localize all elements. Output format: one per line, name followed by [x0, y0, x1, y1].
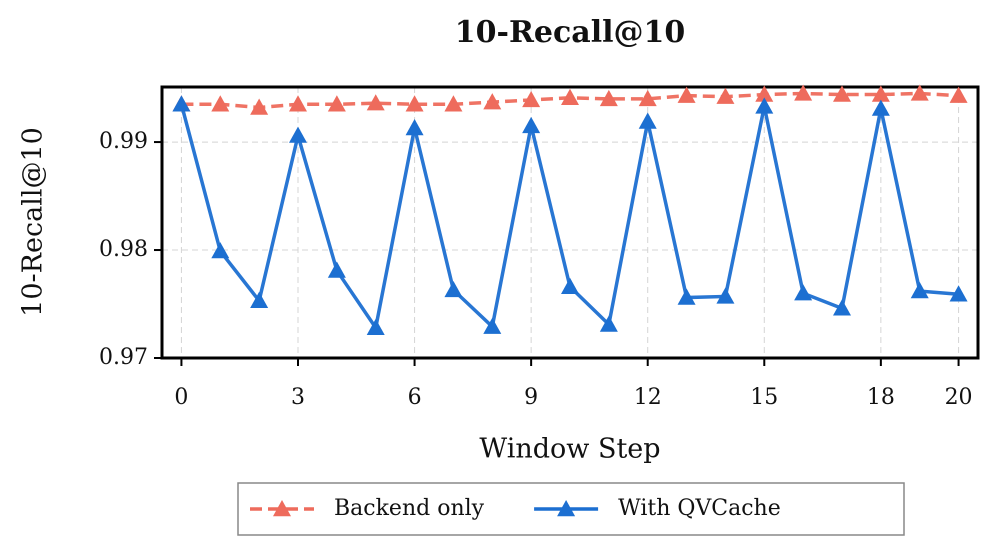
marker — [794, 284, 813, 301]
marker — [638, 89, 657, 107]
legend-label: With QVCache — [618, 496, 781, 521]
marker — [289, 126, 307, 143]
marker — [327, 261, 346, 278]
marker — [405, 95, 424, 112]
marker — [833, 85, 851, 102]
y-tick-label: 0.97 — [99, 345, 148, 370]
marker — [522, 116, 541, 134]
marker — [833, 299, 851, 316]
y-tick-label: 0.98 — [99, 237, 148, 262]
marker — [755, 85, 774, 102]
x-tick-label: 6 — [408, 385, 422, 410]
legend-label: Backend only — [334, 496, 485, 521]
marker — [444, 280, 463, 298]
marker — [327, 95, 346, 112]
marker — [211, 242, 230, 259]
marker — [949, 86, 968, 103]
marker — [405, 119, 424, 136]
marker — [483, 317, 502, 334]
marker — [561, 88, 579, 105]
marker — [522, 90, 541, 108]
marker — [949, 285, 968, 302]
marker — [599, 89, 618, 107]
marker — [677, 288, 696, 305]
x-tick-label: 15 — [750, 385, 778, 410]
marker — [716, 287, 735, 304]
marker — [483, 93, 502, 110]
marker — [561, 277, 579, 294]
legend-marker — [273, 500, 291, 517]
y-tick-label: 0.99 — [99, 129, 148, 154]
marker — [444, 95, 463, 112]
marker — [794, 84, 813, 101]
legend-marker — [557, 500, 576, 517]
x-tick-label: 20 — [945, 385, 973, 410]
marker — [366, 94, 385, 111]
x-axis-label: Window Step — [479, 434, 660, 465]
chart-title: 10-Recall@10 — [455, 15, 685, 50]
marker — [211, 95, 230, 112]
marker — [366, 318, 385, 335]
marker — [172, 95, 191, 112]
marker — [871, 85, 890, 102]
x-tick-label: 0 — [174, 385, 188, 410]
y-axis-label: 10-Recall@10 — [18, 127, 49, 317]
plot-frame — [160, 85, 980, 360]
marker — [910, 282, 929, 299]
marker — [638, 112, 657, 129]
marker — [250, 98, 269, 115]
x-tick-label: 12 — [634, 385, 662, 410]
marker — [871, 99, 890, 116]
x-tick-label: 9 — [524, 385, 538, 410]
marker — [289, 95, 307, 112]
x-tick-label: 3 — [291, 385, 305, 410]
marker — [250, 291, 269, 308]
marker — [716, 87, 735, 104]
x-tick-label: 18 — [867, 385, 895, 410]
marker — [755, 97, 774, 114]
marker — [677, 86, 696, 103]
marker — [599, 315, 618, 332]
marker — [910, 84, 929, 101]
